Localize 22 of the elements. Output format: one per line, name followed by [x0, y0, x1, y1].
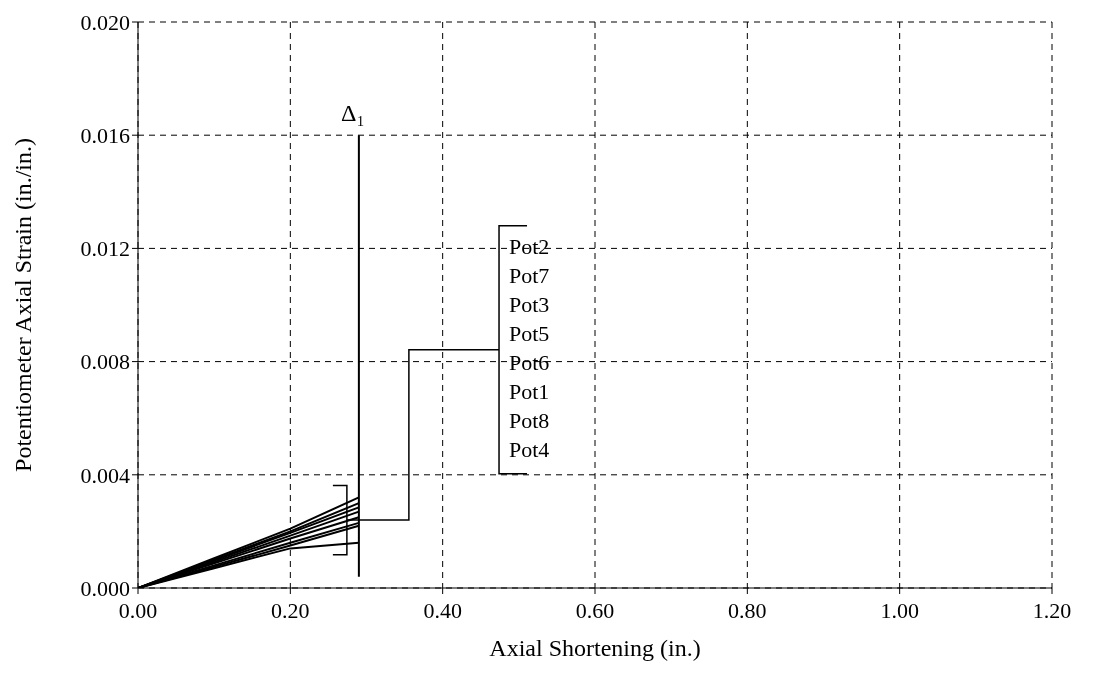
annotation: Δ₁ — [340, 100, 365, 127]
text: Pot2 — [509, 233, 550, 259]
x-tick-label: 0.20 — [271, 597, 310, 623]
text: Pot5 — [509, 320, 550, 346]
y-tick-label: 0.016 — [80, 123, 130, 149]
x-tick-label: 1.00 — [880, 597, 919, 623]
text: Pot7 — [509, 262, 550, 288]
x-tick-label: 0.60 — [575, 597, 615, 623]
text: Pot6 — [509, 349, 550, 375]
x-axis-title: Axial Shortening (in.) — [489, 635, 701, 661]
x-tick-label: 0.80 — [728, 597, 767, 623]
x-tick-label: 1.20 — [1032, 597, 1072, 623]
text: Pot4 — [509, 436, 550, 462]
y-tick-label: 0.004 — [80, 462, 130, 488]
text: Pot1 — [509, 378, 550, 404]
text: Pot3 — [509, 291, 550, 317]
y-axis-title: Potentiometer Axial Strain (in./in.) — [9, 138, 36, 472]
x-tick-label: 0.40 — [423, 597, 462, 623]
text: Pot8 — [509, 407, 550, 433]
y-tick-label: 0.008 — [80, 349, 130, 375]
y-tick-label: 0.020 — [80, 9, 130, 35]
y-tick-label: 0.012 — [80, 236, 130, 262]
